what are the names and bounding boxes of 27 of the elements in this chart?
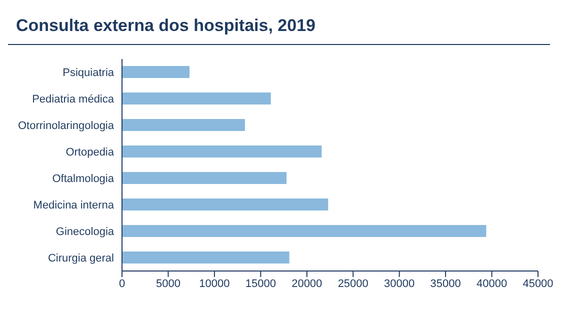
y-tick-label: Medicina interna <box>33 200 115 212</box>
y-tick-label: Ortopedia <box>66 146 115 159</box>
bar <box>122 66 190 78</box>
bar <box>122 146 322 158</box>
y-tick-label: Psiquiatria <box>62 67 115 80</box>
y-tick-label: Oftalmologia <box>52 173 115 186</box>
bar <box>122 92 271 104</box>
y-tick-label: Cirurgia geral <box>48 252 114 265</box>
x-tick-label: 20000 <box>292 278 322 290</box>
bar <box>122 252 290 264</box>
x-tick-label: 35000 <box>430 278 461 290</box>
bar <box>122 119 245 131</box>
y-tick-label: Ginecologia <box>56 226 115 238</box>
x-tick-label: 45000 <box>522 278 554 290</box>
x-tick-label: 5000 <box>156 278 180 290</box>
x-tick-label: 10000 <box>199 278 230 290</box>
x-tick-label: 30000 <box>384 278 415 290</box>
chart-title: Consulta externa dos hospitais, 2019 <box>8 8 550 45</box>
x-tick-label: 15000 <box>245 278 276 290</box>
x-tick-label: 25000 <box>338 278 368 290</box>
x-tick-label: 40000 <box>476 278 508 290</box>
bar <box>122 198 328 210</box>
y-tick-label: Otorrinolaringologia <box>18 120 115 132</box>
x-tick-label: 0 <box>118 278 126 290</box>
y-tick-label: Pediatria médica <box>32 94 115 106</box>
bar <box>122 172 287 184</box>
bar <box>122 225 486 237</box>
